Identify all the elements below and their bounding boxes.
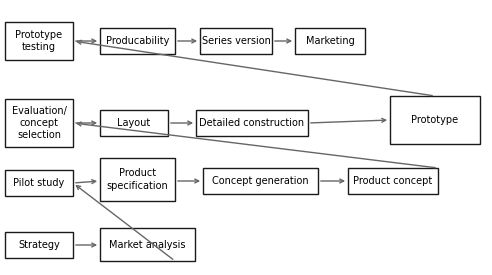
Bar <box>5 170 73 196</box>
Text: Marketing: Marketing <box>306 36 354 46</box>
Bar <box>100 158 175 201</box>
Text: Concept generation: Concept generation <box>212 176 309 186</box>
Text: Strategy: Strategy <box>18 240 60 250</box>
Bar <box>5 99 73 147</box>
Text: Market analysis: Market analysis <box>109 240 186 249</box>
Bar <box>5 22 73 60</box>
Text: Evaluation/
concept
selection: Evaluation/ concept selection <box>12 106 66 141</box>
Bar <box>390 96 480 144</box>
Bar <box>5 232 73 258</box>
Text: Producability: Producability <box>106 36 169 46</box>
Bar <box>348 168 438 194</box>
Bar <box>295 28 365 54</box>
Text: Product
specification: Product specification <box>107 168 168 191</box>
Bar <box>100 28 175 54</box>
Text: Series version: Series version <box>202 36 271 46</box>
Bar <box>203 168 318 194</box>
Text: Prototype
testing: Prototype testing <box>15 30 62 52</box>
Bar <box>100 228 195 261</box>
Bar <box>100 110 168 136</box>
Text: Product concept: Product concept <box>353 176 432 186</box>
Text: Layout: Layout <box>118 118 151 128</box>
Bar <box>196 110 308 136</box>
Bar <box>200 28 272 54</box>
Text: Pilot study: Pilot study <box>13 178 64 188</box>
Text: Prototype: Prototype <box>411 115 459 125</box>
Text: Detailed construction: Detailed construction <box>199 118 305 128</box>
